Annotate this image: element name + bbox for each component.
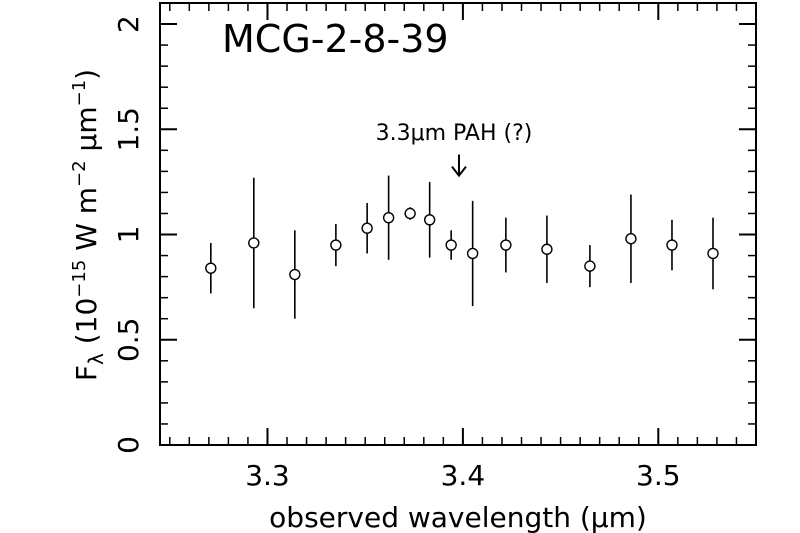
y-label-sub: λ	[84, 353, 108, 365]
minor-ticks	[160, 2, 757, 446]
x-tick-label: 3.4	[441, 459, 486, 492]
data-point	[289, 268, 301, 281]
y-tick-label: 2	[112, 15, 145, 33]
major-ticks	[160, 3, 756, 446]
x-axis-title: observed wavelength (μm)	[269, 501, 647, 533]
chart-title: MCG-2-8-39	[222, 17, 449, 61]
y-tick-label: 1	[112, 226, 145, 244]
data-point	[205, 262, 217, 274]
x-tick-labels: 3.3 3.4 3.5	[245, 459, 680, 492]
data-point	[707, 247, 719, 260]
y-label-mid2: μm	[70, 106, 103, 160]
y-tick-label: 0	[112, 436, 145, 454]
data-point	[423, 214, 436, 226]
data-point	[625, 233, 637, 245]
data-point	[541, 243, 553, 255]
data-point	[361, 222, 373, 234]
y-label-exp2: −2	[69, 160, 90, 187]
error-bars	[210, 175, 714, 319]
data-point	[248, 237, 260, 249]
annotation-arrow	[451, 154, 467, 178]
x-tick-label: 3.5	[636, 459, 681, 492]
y-label-close: )	[70, 69, 103, 80]
data-point	[404, 207, 416, 220]
plot-frame	[159, 2, 757, 446]
y-tick-labels: 0 0.5 1 1.5 2	[112, 15, 145, 454]
data-point	[584, 260, 596, 272]
data-points	[205, 207, 719, 281]
data-point	[382, 211, 395, 224]
data-point	[330, 239, 342, 251]
data-point	[445, 239, 457, 251]
arrow-head	[451, 165, 467, 178]
y-label-open: (10	[70, 298, 103, 353]
y-tick-label: 1.5	[112, 107, 145, 152]
annotation-label: 3.3μm PAH (?)	[376, 121, 533, 146]
y-label-exp3: −1	[69, 80, 90, 107]
y-label-prefix: F	[70, 365, 103, 381]
x-tick-label: 3.3	[245, 459, 290, 492]
y-label-exp1: −15	[69, 260, 90, 298]
y-label-mid1: W m	[70, 187, 103, 260]
y-axis-title: Fλ (10−15 W m−2 μm−1)	[69, 69, 108, 381]
y-tick-label: 0.5	[112, 317, 145, 362]
data-point	[466, 247, 479, 260]
data-point	[500, 239, 512, 251]
data-point	[666, 239, 678, 251]
